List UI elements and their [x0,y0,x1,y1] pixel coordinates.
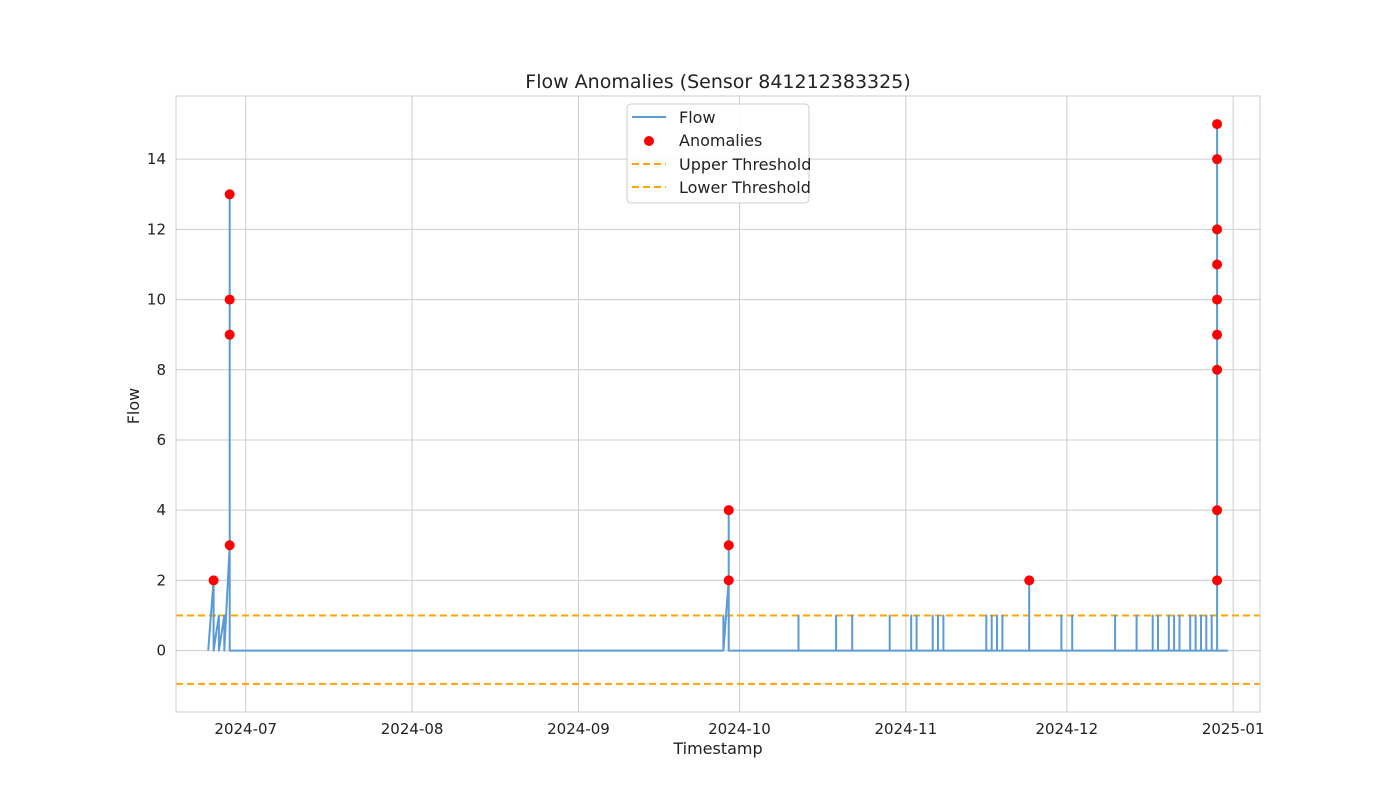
anomaly-point [224,294,235,305]
legend-anomalies-swatch [644,136,654,146]
anomaly-points [208,119,1223,586]
chart-title: Flow Anomalies (Sensor 841212383325) [525,71,910,93]
anomaly-point [1212,364,1223,375]
legend-lower-threshold-label: Lower Threshold [679,178,811,197]
anomaly-point [224,540,235,551]
y-tick-labels: 0 2 4 6 8 10 12 14 [147,150,166,659]
legend-upper-threshold-label: Upper Threshold [679,155,811,174]
anomaly-point [723,505,734,516]
y-tick-label: 14 [147,150,166,168]
flow-line [207,123,1228,652]
y-tick-label: 6 [156,431,166,449]
threshold-lines [176,614,1260,685]
x-tick-label: 2024-08 [381,720,444,738]
anomaly-point [208,575,219,586]
flow-series [207,123,1228,652]
legend-box [626,103,810,204]
x-axis-label: Timestamp [672,739,762,758]
anomaly-point [1212,505,1223,516]
x-tick-label: 2024-07 [214,720,277,738]
legend: Flow Anomalies Upper Threshold Lower Thr… [626,103,811,204]
legend-flow-label: Flow [679,108,716,127]
anomaly-point [723,540,734,551]
anomaly-point [723,575,734,586]
y-tick-label: 12 [147,220,166,238]
legend-anomalies-label: Anomalies [679,131,762,150]
x-tick-labels: 2024-07 2024-08 2024-09 2024-10 2024-11 2024-… [214,720,1264,738]
x-tick-label: 2025-01 [1202,720,1265,738]
anomaly-point [1212,575,1223,586]
plot-frame [175,95,1261,713]
y-tick-label: 4 [156,501,166,519]
anomaly-point [1212,154,1223,165]
y-tick-label: 0 [156,642,166,660]
y-tick-label: 8 [156,361,166,379]
x-tick-label: 2024-12 [1035,720,1098,738]
x-tick-label: 2024-10 [708,720,771,738]
anomaly-point [1212,119,1223,130]
anomaly-point [224,329,235,340]
anomaly-point [1024,575,1035,586]
x-tick-label: 2024-09 [547,720,610,738]
anomaly-point [1212,294,1223,305]
anomaly-point [1212,329,1223,340]
anomaly-point [1212,224,1223,235]
y-axis-label: Flow [124,388,143,425]
x-tick-label: 2024-11 [874,720,937,738]
anomaly-point [1212,259,1223,270]
anomaly-point [224,189,235,200]
y-tick-label: 10 [147,291,166,309]
y-tick-label: 2 [156,571,166,589]
